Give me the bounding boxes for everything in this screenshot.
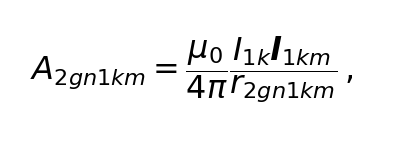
Text: $\boldsymbol{\mathit{A}}_{2gn1km} = \dfrac{\mu_0}{4\pi}\dfrac{I_{1k}\boldsymbol{: $\boldsymbol{\mathit{A}}_{2gn1km} = \dfr…	[30, 34, 353, 104]
